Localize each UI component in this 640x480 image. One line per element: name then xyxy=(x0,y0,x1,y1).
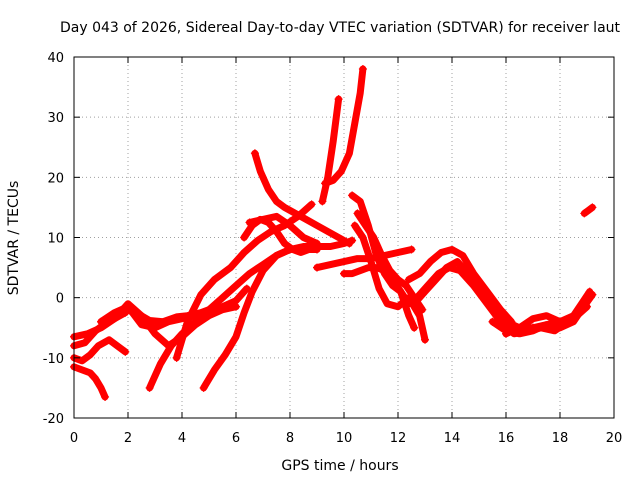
series-arc-5-end-marker xyxy=(242,284,251,293)
x-tick-label: 4 xyxy=(178,431,186,446)
series-arc-23-start-marker xyxy=(488,317,497,326)
series-arc-13-start-marker xyxy=(318,197,327,206)
series-arc-18-start-marker xyxy=(353,209,362,218)
series-arc-15-start-marker xyxy=(313,263,321,272)
series-arc-4-end-marker xyxy=(101,392,110,401)
x-tick-label: 6 xyxy=(232,431,240,446)
series-arc-21-start-marker xyxy=(410,299,419,308)
series-arc-18 xyxy=(354,209,426,314)
chart-title: Day 043 of 2026, Sidereal Day-to-day VTE… xyxy=(60,20,621,36)
series-arc-15-end-marker xyxy=(407,245,416,254)
series-arc-13 xyxy=(318,95,343,205)
series-arc-12-start-marker xyxy=(250,149,259,158)
series-arc-6-start-marker xyxy=(113,311,122,320)
series-arc-9-start-marker xyxy=(199,383,208,392)
x-tick-label: 10 xyxy=(336,431,353,446)
y-tick-label: 30 xyxy=(47,111,64,126)
series-arc-19-end-marker xyxy=(421,335,429,344)
series-arc-16-start-marker xyxy=(340,269,348,278)
series-arc-15 xyxy=(313,246,415,272)
tick-layer: 0 2 4 6 8 10 12 14 16 18 20 -20 -10 0 10 20 30 40 xyxy=(43,51,623,446)
series-arc-5-start-marker xyxy=(97,317,105,326)
y-tick-label: 40 xyxy=(47,51,64,66)
series-arc-14-start-marker xyxy=(321,179,330,188)
y-axis-label: SDTVAR / TECUs xyxy=(6,181,22,296)
series-arc-17-end-marker xyxy=(410,323,419,332)
series-arc-11-start-marker xyxy=(245,218,254,227)
series-arc-12 xyxy=(251,149,353,247)
series-arc-19-start-marker xyxy=(350,221,359,230)
series-arc-22-start-marker xyxy=(412,293,421,302)
series-arc-24-start-marker xyxy=(502,329,510,338)
series-arc-20 xyxy=(405,246,515,326)
series-arc-4 xyxy=(70,363,109,401)
series-arc-3-end-marker xyxy=(121,347,130,356)
series-layer xyxy=(70,65,597,401)
series-arc-11-end-marker xyxy=(313,239,321,248)
y-tick-label: 10 xyxy=(47,232,64,247)
series-arc-6-end-marker xyxy=(232,302,240,311)
series-arc-25 xyxy=(529,291,596,332)
series-arc-7-start-marker xyxy=(145,383,154,392)
y-tick-label: 0 xyxy=(56,292,64,307)
x-tick-label: 20 xyxy=(606,431,623,446)
y-tick-label: -10 xyxy=(43,352,64,367)
series-arc-11 xyxy=(246,212,321,247)
x-tick-label: 14 xyxy=(444,431,461,446)
series-arc-10-start-marker xyxy=(240,233,249,242)
series-arc-19 xyxy=(351,222,429,344)
series-arc-13-end-marker xyxy=(334,95,343,104)
series-arc-25-end-marker xyxy=(588,290,597,299)
series-arc-8-end-marker xyxy=(307,200,316,209)
series-arc-17 xyxy=(348,191,418,332)
series-arc-20-start-marker xyxy=(404,275,413,284)
y-tick-label: 20 xyxy=(47,171,64,186)
series-arc-12-end-marker xyxy=(345,239,354,248)
series-arc-17-start-marker xyxy=(348,191,357,200)
x-axis-label: GPS time / hours xyxy=(281,458,398,474)
series-arc-9 xyxy=(200,237,356,392)
y-tick-label: -20 xyxy=(43,412,64,427)
series-arc-14 xyxy=(321,65,367,187)
series-arc-3 xyxy=(70,336,129,365)
x-tick-label: 12 xyxy=(390,431,407,446)
series-arc-26-end-marker xyxy=(588,203,597,212)
x-tick-label: 0 xyxy=(70,431,78,446)
series-arc-8-start-marker xyxy=(172,353,181,362)
series-arc-26 xyxy=(580,203,596,217)
series-arc-14-end-marker xyxy=(358,65,367,74)
series-arc-25-start-marker xyxy=(529,323,537,332)
x-tick-label: 8 xyxy=(286,431,294,446)
x-tick-label: 18 xyxy=(552,431,569,446)
x-tick-label: 2 xyxy=(124,431,132,446)
series-arc-26-start-marker xyxy=(580,209,589,218)
x-tick-label: 16 xyxy=(498,431,515,446)
